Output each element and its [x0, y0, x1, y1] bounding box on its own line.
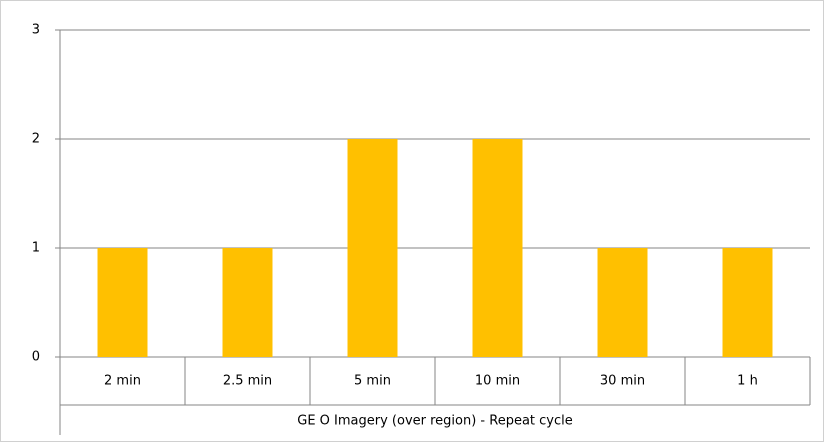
- y-tick-label: 1: [32, 241, 40, 256]
- x-tick-label: 30 min: [600, 374, 645, 389]
- x-tick-label: 2.5 min: [223, 374, 272, 389]
- y-tick-label: 0: [32, 350, 40, 365]
- bar: [97, 248, 148, 357]
- bar: [472, 139, 523, 357]
- x-tick-label: 2 min: [104, 374, 141, 389]
- x-tick-label: 5 min: [354, 374, 391, 389]
- bar: [347, 139, 398, 357]
- y-tick-label: 3: [32, 23, 40, 38]
- x-tick-label: 10 min: [475, 374, 520, 389]
- x-tick-label: 1 h: [737, 374, 758, 389]
- bar: [722, 248, 773, 357]
- bar: [597, 248, 648, 357]
- bar: [222, 248, 273, 357]
- x-axis-title: GE O Imagery (over region) - Repeat cycl…: [297, 414, 573, 429]
- y-tick-label: 2: [32, 132, 40, 147]
